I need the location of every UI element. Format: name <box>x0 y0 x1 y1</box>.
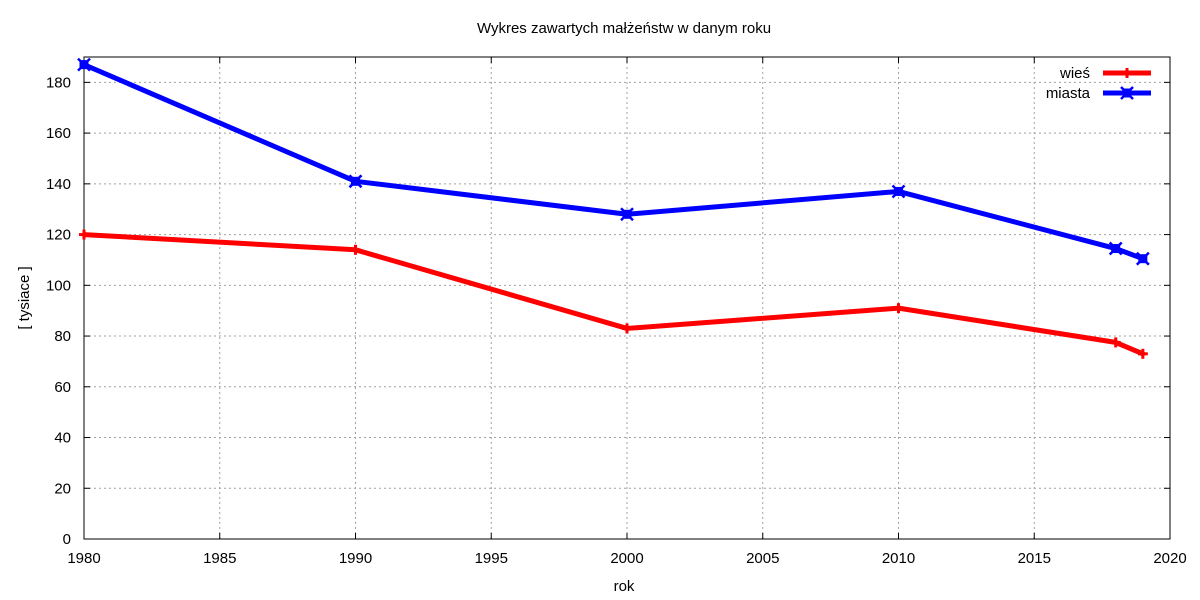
y-tick-label: 20 <box>54 480 71 497</box>
grid-lines <box>84 57 1170 539</box>
y-axis-label: [ tysiace ] <box>16 266 33 329</box>
x-tick-label: 1995 <box>475 550 508 567</box>
x-axis-label: rok <box>614 578 635 595</box>
data-point <box>350 244 361 255</box>
legend-marker <box>1122 68 1132 78</box>
data-point <box>622 323 632 334</box>
chart-title: Wykres zawartych małżeństw w danym roku <box>477 20 771 37</box>
legend: wieś miasta <box>1046 65 1151 102</box>
data-point <box>891 184 906 199</box>
x-tick-label: 2000 <box>610 550 643 567</box>
x-tick-label: 2020 <box>1153 550 1186 567</box>
x-tick-label: 1990 <box>339 550 372 567</box>
y-tick-label: 120 <box>46 227 71 244</box>
y-tick-label: 160 <box>46 125 71 142</box>
series-line-0 <box>81 232 1146 357</box>
x-tick-label: 2005 <box>746 550 779 567</box>
x-tick-label: 2010 <box>882 550 915 567</box>
data-point <box>893 303 904 314</box>
y-tick-label: 0 <box>63 531 71 548</box>
y-tick-label: 140 <box>46 176 71 193</box>
data-point <box>620 207 634 222</box>
x-tick-label: 1980 <box>67 550 100 567</box>
x-tick-label: 2015 <box>1018 550 1051 567</box>
legend-label: miasta <box>1046 85 1091 102</box>
legend-label: wieś <box>1059 65 1090 82</box>
y-tick-label: 80 <box>54 328 71 345</box>
legend-marker <box>1120 86 1134 100</box>
data-point <box>348 174 363 189</box>
y-tick-label: 100 <box>46 277 71 294</box>
data-point <box>1135 251 1150 266</box>
data-point <box>1137 348 1148 359</box>
series-line-1 <box>81 62 1146 262</box>
series-lines <box>77 57 1150 359</box>
data-point <box>77 57 91 72</box>
x-tick-label: 1985 <box>203 550 236 567</box>
data-point <box>1110 337 1121 348</box>
y-tick-label: 180 <box>46 74 71 91</box>
y-tick-label: 40 <box>54 430 71 447</box>
y-tick-label: 60 <box>54 379 71 396</box>
data-point <box>79 229 89 240</box>
data-point <box>1108 241 1123 256</box>
tick-labels: 1980 1985 1990 1995 2000 2005 2010 2015 2020 0 20 4… <box>46 74 1187 567</box>
